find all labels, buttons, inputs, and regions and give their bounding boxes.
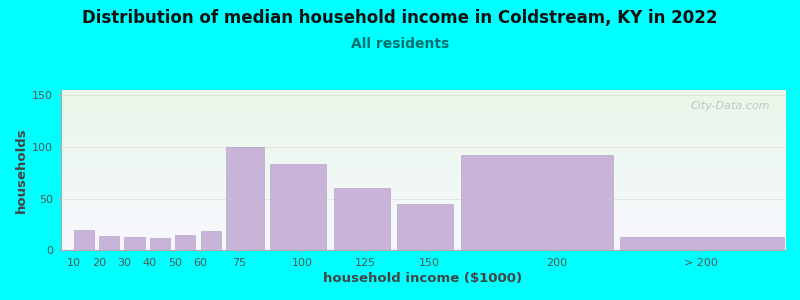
Bar [461, 155, 614, 250]
Bar [201, 231, 221, 250]
Bar [620, 237, 785, 250]
Bar [334, 188, 390, 250]
X-axis label: household income ($1000): household income ($1000) [323, 272, 522, 285]
Text: City-Data.com: City-Data.com [691, 101, 770, 111]
Bar [124, 237, 145, 250]
Bar [99, 236, 119, 250]
Bar [270, 164, 326, 250]
Bar [398, 204, 454, 250]
Bar [226, 147, 264, 250]
Y-axis label: households: households [15, 127, 28, 213]
Text: Distribution of median household income in Coldstream, KY in 2022: Distribution of median household income … [82, 9, 718, 27]
Bar [74, 230, 94, 250]
Bar [175, 235, 195, 250]
Bar [150, 238, 170, 250]
Text: All residents: All residents [351, 38, 449, 52]
